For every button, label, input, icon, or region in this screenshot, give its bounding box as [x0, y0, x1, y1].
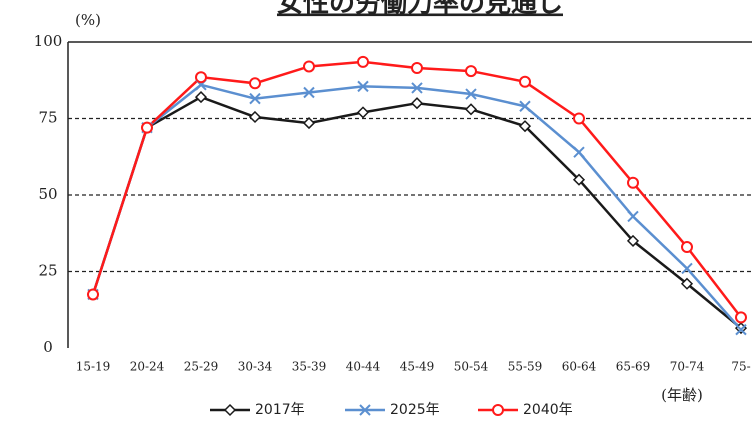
data-point: [573, 112, 585, 125]
data-point: [681, 241, 693, 254]
data-point: [626, 234, 640, 247]
x-axis-label: (年齢): [661, 386, 703, 404]
data-point: [519, 75, 531, 88]
data-point: [627, 176, 639, 189]
data-point: [465, 65, 477, 78]
y-tick-label: 100: [34, 32, 63, 50]
x-tick-label: 25-29: [184, 360, 219, 374]
x-tick-label: 60-64: [562, 360, 597, 374]
y-axis-label: (%): [75, 11, 101, 29]
y-tick-label: 50: [38, 185, 57, 203]
data-point: [303, 86, 315, 99]
series-line: [91, 83, 742, 331]
legend-label: 2017年: [255, 402, 305, 418]
x-tick-label: 30-34: [238, 360, 273, 374]
data-point: [195, 71, 207, 84]
data-point: [194, 91, 208, 104]
data-point: [248, 110, 262, 124]
data-point: [141, 121, 153, 134]
data-point: [249, 77, 261, 90]
data-point: [410, 97, 424, 110]
x-tick-label: 50-54: [454, 360, 489, 374]
data-point: [357, 55, 369, 68]
y-tick-label: 0: [43, 338, 53, 356]
data-point: [518, 120, 532, 133]
data-point: [573, 146, 585, 158]
x-tick-label: 20-24: [130, 360, 165, 374]
data-point: [572, 173, 586, 186]
x-tick-label: 15-19: [76, 360, 111, 374]
series-line: [91, 95, 742, 330]
x-tick-label: 45-49: [400, 360, 435, 374]
data-point: [302, 117, 316, 130]
data-point: [411, 82, 423, 94]
x-tick-label: 35-39: [292, 360, 327, 374]
chart-title: 女性の労働力率の見通し: [277, 0, 563, 19]
x-tick-label: 55-59: [508, 360, 543, 374]
data-point: [464, 103, 478, 116]
y-tick-label: 25: [38, 262, 57, 280]
legend-marker: [359, 404, 371, 416]
y-tick-label: 75: [38, 109, 57, 127]
data-point: [411, 62, 423, 75]
data-point: [87, 288, 99, 301]
data-point: [735, 323, 747, 336]
data-point: [681, 262, 693, 275]
data-point: [356, 106, 370, 119]
data-point: [303, 60, 315, 73]
data-point: [627, 210, 639, 223]
data-point: [735, 311, 747, 324]
x-tick-label: 70-74: [670, 360, 705, 374]
data-point: [519, 100, 531, 112]
legend-marker: [223, 403, 237, 417]
data-point: [357, 80, 369, 93]
data-point: [249, 92, 261, 105]
legend-marker: [492, 404, 504, 416]
legend-label: 2025年: [390, 402, 440, 418]
x-tick-label: 65-69: [616, 360, 651, 374]
x-tick-label: 75-: [731, 360, 750, 374]
x-tick-label: 40-44: [346, 360, 381, 374]
data-point: [465, 88, 477, 100]
legend-label: 2040年: [523, 402, 573, 418]
data-point: [680, 277, 694, 290]
